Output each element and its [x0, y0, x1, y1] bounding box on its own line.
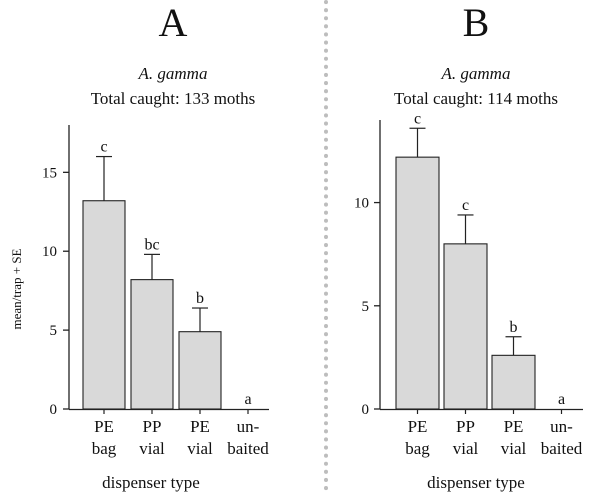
- panel-b-y-tick-label: 0: [362, 402, 370, 418]
- panel-b-bar: [443, 243, 488, 410]
- panel-b-category-label: PE: [504, 417, 524, 436]
- panel-a-category-label: PE: [94, 417, 114, 436]
- panel-b-total-caught: Total caught: 114 moths: [394, 89, 558, 108]
- panel-a-significance-letter: b: [196, 290, 204, 307]
- panel-a-letter: A: [159, 0, 188, 45]
- panel-b-letter: B: [463, 0, 490, 45]
- panel-a-category-label: vial: [187, 439, 213, 458]
- panel-b-species: A. gamma: [441, 64, 511, 83]
- panel-b-x-axis-label: dispenser type: [427, 473, 525, 492]
- panel-a-category-label: un-: [237, 417, 260, 436]
- panel-a-category-label: bag: [92, 439, 117, 458]
- panel-a-y-tick-label: 0: [50, 402, 58, 418]
- panel-b-bar: [491, 354, 536, 410]
- panel-b-bar: [395, 156, 440, 410]
- panel-b-category-label: baited: [541, 439, 583, 458]
- panel-a-category-label: vial: [139, 439, 165, 458]
- panel-a: A A. gamma Total caught: 133 moths mean/…: [9, 0, 269, 492]
- panel-a-category-label: PE: [190, 417, 210, 436]
- panel-b-significance-letter: b: [510, 319, 518, 336]
- panel-a-total-caught: Total caught: 133 moths: [91, 89, 256, 108]
- panel-a-y-tick-label: 10: [42, 244, 57, 260]
- panel-a-significance-letter: bc: [144, 236, 159, 253]
- panel-b-category-label: vial: [453, 439, 479, 458]
- panel-a-category-label: PP: [143, 417, 162, 436]
- panel-a-species: A. gamma: [138, 64, 208, 83]
- panel-a-category-label: baited: [227, 439, 269, 458]
- panel-a-significance-letter: c: [100, 139, 107, 156]
- panel-b-significance-letter: c: [414, 110, 421, 127]
- panel-b-y-tick-label: 5: [362, 299, 370, 315]
- panel-b: B A. gamma Total caught: 114 moths dispe…: [354, 0, 583, 492]
- panel-a-y-axis-label: mean/trap + SE: [9, 248, 24, 329]
- panel-a-x-axis-label: dispenser type: [102, 473, 200, 492]
- panel-b-significance-letter: a: [558, 391, 565, 408]
- panel-b-category-label: PP: [456, 417, 475, 436]
- panel-a-bar: [130, 279, 174, 410]
- panel-b-category-label: un-: [550, 417, 573, 436]
- panel-b-category-label: bag: [405, 439, 430, 458]
- panel-a-y-tick-label: 15: [42, 165, 57, 181]
- panel-b-category-label: PE: [408, 417, 428, 436]
- panel-b-y-tick-label: 10: [354, 196, 369, 212]
- panel-a-significance-letter: a: [244, 391, 251, 408]
- panel-a-bar: [82, 200, 126, 410]
- panel-b-category-label: vial: [501, 439, 527, 458]
- panel-b-significance-letter: c: [462, 197, 469, 214]
- panel-a-bar: [178, 331, 222, 410]
- panel-a-y-tick-label: 5: [50, 323, 58, 339]
